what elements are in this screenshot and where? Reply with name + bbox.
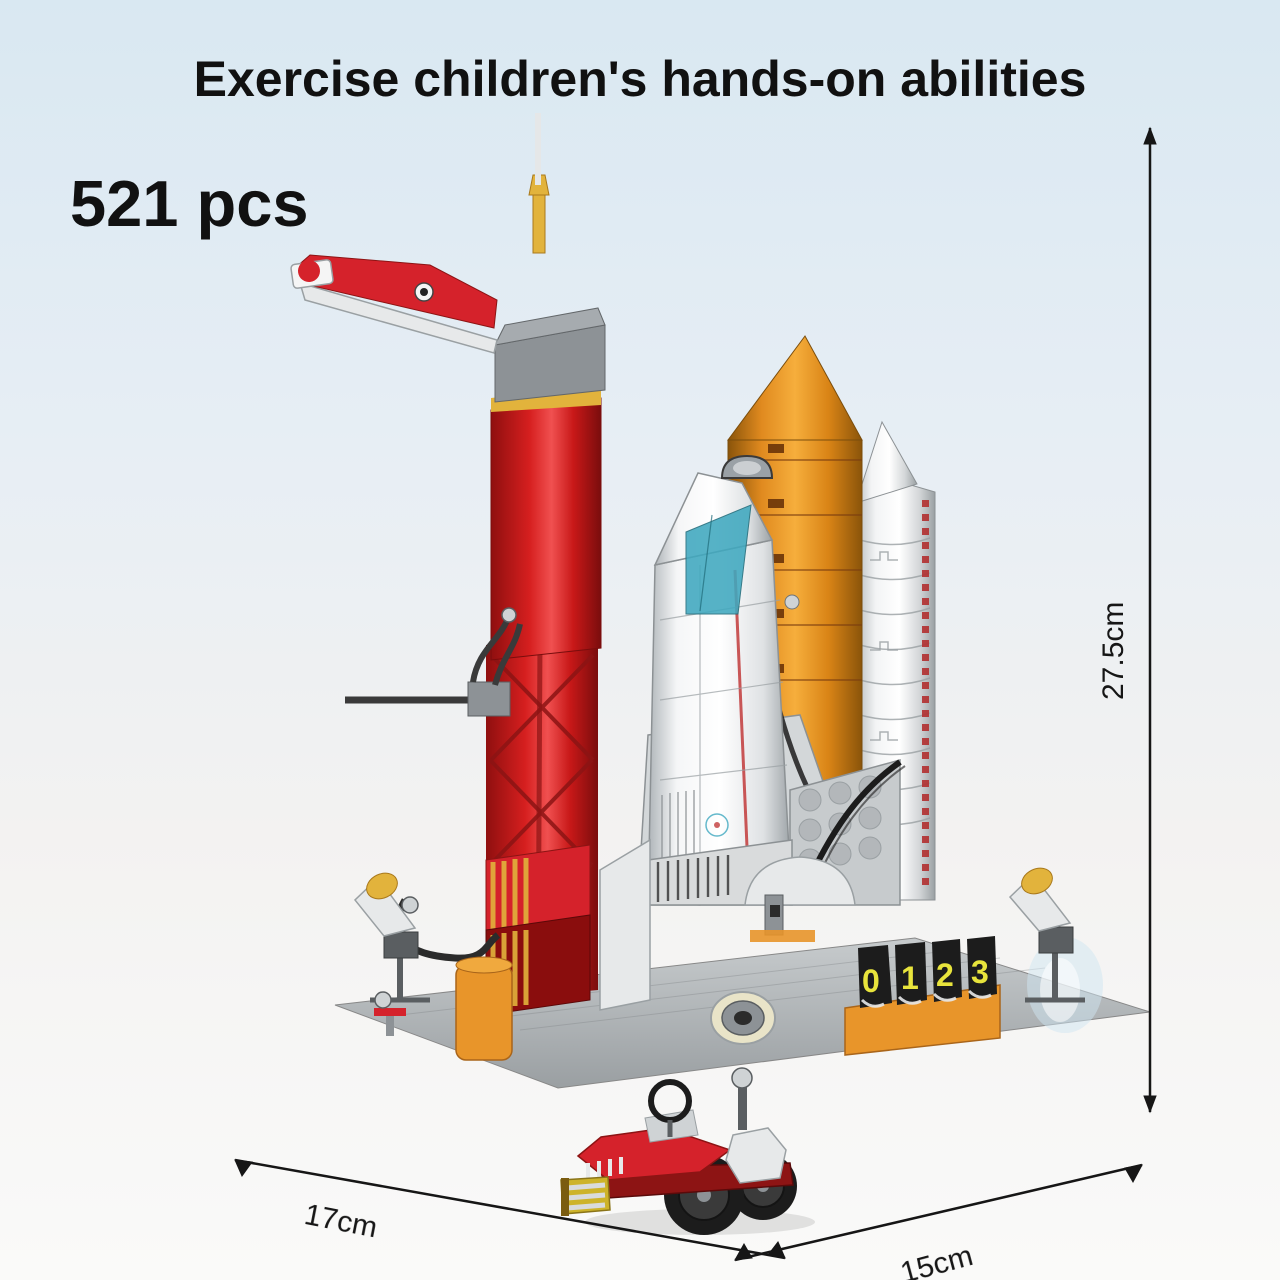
svg-text:0: 0 (862, 963, 880, 999)
svg-text:1: 1 (901, 960, 919, 996)
svg-text:3: 3 (971, 954, 989, 990)
svg-text:2: 2 (936, 957, 954, 993)
